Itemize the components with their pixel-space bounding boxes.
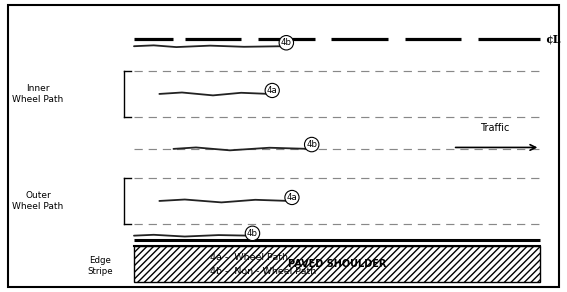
Text: 4a -  Wheel Path: 4a - Wheel Path [210, 253, 288, 262]
Text: Outer
Wheel Path: Outer Wheel Path [12, 191, 64, 211]
Text: 4b: 4b [306, 140, 317, 149]
Text: 4b -  Non - Wheel Path: 4b - Non - Wheel Path [210, 267, 316, 276]
Text: 4a: 4a [286, 193, 297, 202]
Text: Inner
Wheel Path: Inner Wheel Path [12, 84, 64, 104]
Text: 4b: 4b [247, 229, 258, 238]
Text: 4b: 4b [281, 38, 292, 47]
Text: Edge
Stripe: Edge Stripe [87, 256, 113, 276]
Text: 4a: 4a [267, 86, 278, 95]
Text: Traffic: Traffic [480, 123, 510, 133]
Bar [134, 246, 540, 282]
Text: PAVED SHOULDER: PAVED SHOULDER [288, 259, 386, 269]
Text: ¢L: ¢L [545, 34, 560, 44]
